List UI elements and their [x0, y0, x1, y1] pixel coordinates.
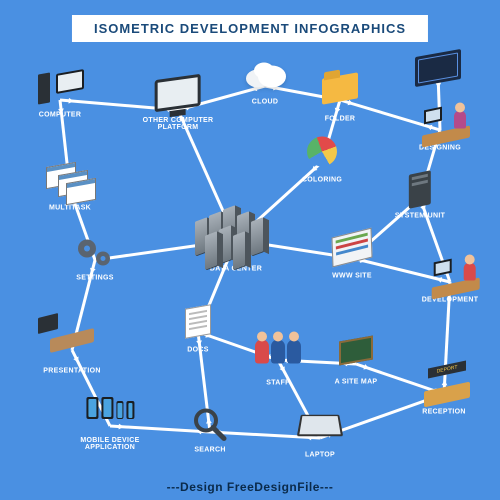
title-text: ISOMETRIC DEVELOPMENT INFOGRAPHICS	[94, 21, 406, 36]
node-label: RECEPTION	[420, 409, 468, 416]
node-search: SEARCH	[186, 407, 234, 454]
node-data_center: DATA CENTER	[191, 204, 281, 273]
node-label: CLOUD	[241, 99, 289, 106]
cloud-icon	[241, 59, 289, 97]
reception-icon: DEPORT	[420, 369, 468, 407]
node-label: LAPTOP	[296, 452, 344, 459]
node-label: MULTITASK	[46, 205, 94, 212]
node-settings: SETTINGS	[71, 235, 119, 282]
node-folder: FOLDER	[316, 70, 364, 123]
node-label: STAFF	[254, 380, 302, 387]
node-other_platform: OTHER COMPUTERPLATFORM	[143, 77, 214, 131]
node-label: SETTINGS	[71, 275, 119, 282]
node-presentation: PRESENTATION	[42, 322, 102, 375]
node-docs: DOCS	[174, 307, 222, 354]
car-icon	[414, 53, 462, 91]
node-multitask: MULTITASK	[46, 165, 94, 212]
deskp-icon	[416, 105, 464, 143]
node-label: COLORING	[298, 177, 346, 184]
servers-icon	[191, 204, 281, 264]
pie-icon	[298, 137, 346, 175]
node-label: MOBILE DEVICEAPPLICATION	[80, 437, 139, 451]
node-designing: DESIGNING	[416, 105, 464, 152]
node-label: COMPUTER	[36, 112, 84, 119]
title-banner: ISOMETRIC DEVELOPMENT INFOGRAPHICS	[72, 15, 428, 42]
node-staff: STAFF	[254, 330, 302, 387]
node-label: DOCS	[174, 347, 222, 354]
node-cloud: CLOUD	[241, 59, 289, 106]
node-coloring: COLORING	[298, 137, 346, 184]
footer-text: ---Design FreeDesignFile---	[167, 480, 334, 494]
node-label: SEARCH	[186, 447, 234, 454]
laptop-icon	[296, 412, 344, 450]
gears-icon	[71, 235, 119, 273]
magnifier-icon	[186, 407, 234, 445]
pc-icon	[36, 72, 84, 110]
people-icon	[254, 340, 302, 378]
devices-icon	[86, 397, 134, 435]
node-mobile_app: MOBILE DEVICEAPPLICATION	[80, 397, 139, 451]
node-www_site: WWW SITE	[328, 233, 376, 280]
node-label: OTHER COMPUTERPLATFORM	[143, 117, 214, 131]
deskp-icon	[426, 257, 474, 295]
board-icon	[332, 339, 380, 377]
node-label: A SITE MAP	[332, 379, 380, 386]
node-reception: DEPORT RECEPTION	[420, 369, 468, 416]
multi-icon	[46, 165, 94, 203]
node-system_unit: SYSTEM UNIT	[395, 173, 445, 220]
panel-icon	[328, 233, 376, 271]
infographic-canvas: ISOMETRIC DEVELOPMENT INFOGRAPHICS COMPU…	[0, 0, 500, 500]
bigmon-icon	[154, 77, 202, 115]
node-label: SYSTEM UNIT	[395, 213, 445, 220]
sysunit-icon	[396, 173, 444, 211]
node-label: PRESENTATION	[42, 368, 102, 375]
footer-credit: ---Design FreeDesignFile---	[167, 480, 334, 494]
node-laptop: LAPTOP	[296, 412, 344, 459]
meeting-icon	[42, 322, 102, 366]
folder-icon	[316, 76, 364, 114]
node-car_design	[414, 53, 462, 91]
node-site_map: A SITE MAP	[332, 339, 380, 386]
docs-icon	[174, 307, 222, 345]
node-development: DEVELOPMENT	[422, 257, 479, 304]
node-computer: COMPUTER	[36, 72, 84, 119]
node-label: WWW SITE	[328, 273, 376, 280]
node-label: FOLDER	[316, 116, 364, 123]
